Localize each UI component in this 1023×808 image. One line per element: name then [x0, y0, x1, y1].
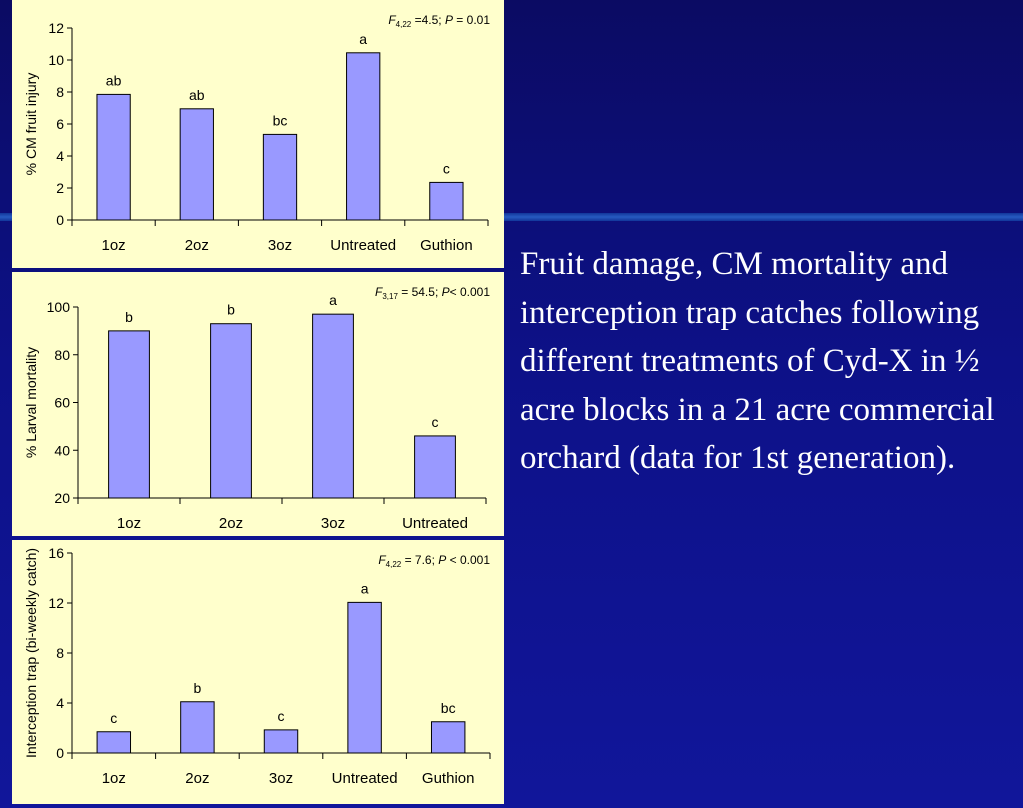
chart-panel-interception-trap: 0 4 8 12 16 c 1oz b 2oz c 3oz a Untreated bc Guthion In… — [12, 540, 504, 804]
bar-1oz — [96, 731, 132, 754]
stat-annotation: F3,17 = 54.5; P< 0.001 — [375, 285, 490, 301]
y-tick-label: 0 — [56, 745, 64, 761]
x-tick-label: 3oz — [321, 515, 345, 532]
significance-letter: bc — [273, 112, 288, 128]
chart-interception-trap: 0 4 8 12 16 c 1oz b 2oz c 3oz a Untreated bc Guthion In… — [23, 545, 491, 787]
y-axis-label: % CM fruit injury — [23, 73, 39, 176]
y-axis-label: % Larval mortality — [23, 347, 39, 458]
chart-fruit-injury: 0 2 4 6 8 10 12 ab 1oz ab 2oz bc 3oz a Untreated c Guthi… — [23, 13, 490, 254]
significance-letter: ab — [106, 72, 122, 88]
significance-letter: b — [125, 309, 133, 325]
y-tick-label: 2 — [56, 180, 64, 196]
y-tick-label: 60 — [54, 395, 70, 411]
significance-letter: b — [227, 302, 235, 318]
chart-panel-fruit-injury: 0 2 4 6 8 10 12 ab 1oz ab 2oz bc 3oz a Untreated c Guthi… — [12, 0, 504, 268]
x-tick-label: 3oz — [268, 237, 292, 254]
x-tick-label: 1oz — [102, 770, 126, 787]
x-tick-label: 2oz — [185, 770, 209, 787]
significance-letter: c — [278, 708, 285, 724]
decorative-band — [0, 213, 1023, 221]
bar-3oz — [312, 313, 354, 499]
x-tick-label: 2oz — [219, 515, 243, 532]
y-tick-label: 8 — [56, 645, 64, 661]
significance-letter: b — [194, 680, 202, 696]
x-tick-label: 1oz — [102, 237, 126, 254]
bar-1oz — [108, 330, 150, 499]
significance-letter: a — [361, 580, 369, 596]
slide-caption: Fruit damage, CM mortality and intercept… — [520, 246, 995, 476]
y-tick-label: 80 — [54, 347, 70, 363]
stat-annotation: F4,22 = 7.6; P < 0.001 — [378, 553, 490, 569]
y-tick-label: 4 — [56, 148, 64, 164]
x-tick-label: Untreated — [402, 515, 468, 532]
significance-letter: a — [359, 31, 367, 47]
bar-untreated — [347, 601, 382, 754]
y-tick-label: 4 — [56, 695, 64, 711]
bar-2oz — [179, 108, 214, 221]
y-tick-label: 40 — [54, 442, 70, 458]
significance-letter: c — [110, 710, 117, 726]
bar-guthion — [430, 721, 466, 754]
y-tick-label: 10 — [48, 52, 64, 68]
x-tick-label: Untreated — [332, 770, 398, 787]
x-tick-label: 1oz — [117, 515, 141, 532]
chart-larval-mortality: 20 40 60 80 100 b 1oz b 2oz a 3oz c Untreated % Larva… — [23, 285, 490, 532]
bar-untreated — [346, 52, 381, 221]
x-tick-label: 2oz — [185, 237, 209, 254]
significance-letter: a — [329, 292, 337, 308]
bar-2oz — [210, 323, 252, 499]
y-tick-label: 12 — [48, 20, 64, 36]
significance-letter: c — [443, 160, 450, 176]
x-tick-label: Guthion — [420, 237, 473, 254]
x-tick-label: Untreated — [330, 237, 396, 254]
bar-1oz — [96, 93, 131, 221]
y-tick-label: 100 — [47, 299, 71, 315]
stat-annotation: F4,22 =4.5; P = 0.01 — [388, 13, 490, 29]
bar-3oz — [263, 729, 299, 754]
x-tick-label: Guthion — [422, 770, 475, 787]
chart-panel-larval-mortality: 20 40 60 80 100 b 1oz b 2oz a 3oz c Untreated % Larva… — [12, 272, 504, 536]
significance-letter: ab — [189, 87, 205, 103]
y-tick-label: 20 — [54, 490, 70, 506]
bar-untreated — [414, 435, 456, 499]
y-tick-label: 16 — [48, 545, 64, 561]
bar-guthion — [429, 181, 464, 221]
bar-3oz — [262, 133, 298, 221]
y-axis-label: Interception trap (bi-weekly catch) — [23, 548, 39, 758]
y-tick-label: 0 — [56, 212, 64, 228]
y-tick-label: 12 — [48, 595, 64, 611]
x-tick-label: 3oz — [269, 770, 293, 787]
significance-letter: c — [432, 414, 439, 430]
significance-letter: bc — [441, 700, 456, 716]
y-tick-label: 8 — [56, 84, 64, 100]
bar-2oz — [180, 701, 215, 754]
y-tick-label: 6 — [56, 116, 64, 132]
